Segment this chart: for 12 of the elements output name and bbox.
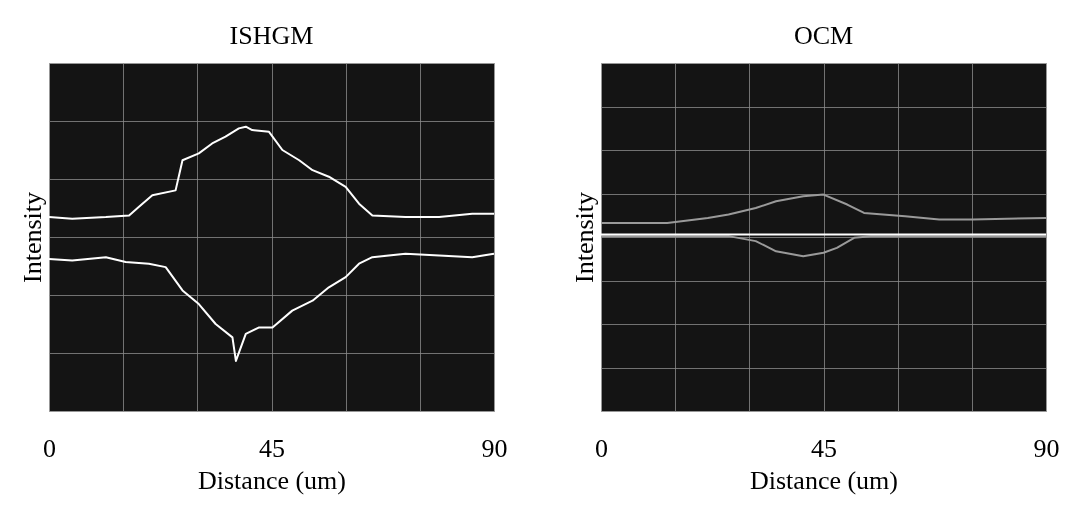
x-tick-label: 0 bbox=[595, 433, 608, 463]
x-tick-label: 90 bbox=[481, 433, 508, 463]
x-tick-label: 90 bbox=[1033, 433, 1060, 463]
y-axis-title: Intensity bbox=[569, 192, 599, 283]
x-tick-label: 45 bbox=[811, 433, 837, 463]
chart-title: OCM bbox=[793, 21, 854, 50]
y-axis-title: Intensity bbox=[17, 192, 47, 283]
x-axis-title: Distance (um) bbox=[749, 465, 899, 495]
x-axis-title: Distance (um) bbox=[197, 465, 347, 495]
x-tick-label: 45 bbox=[259, 433, 285, 463]
x-tick-label: 0 bbox=[43, 433, 56, 463]
chart-title: ISHGM bbox=[229, 21, 314, 50]
